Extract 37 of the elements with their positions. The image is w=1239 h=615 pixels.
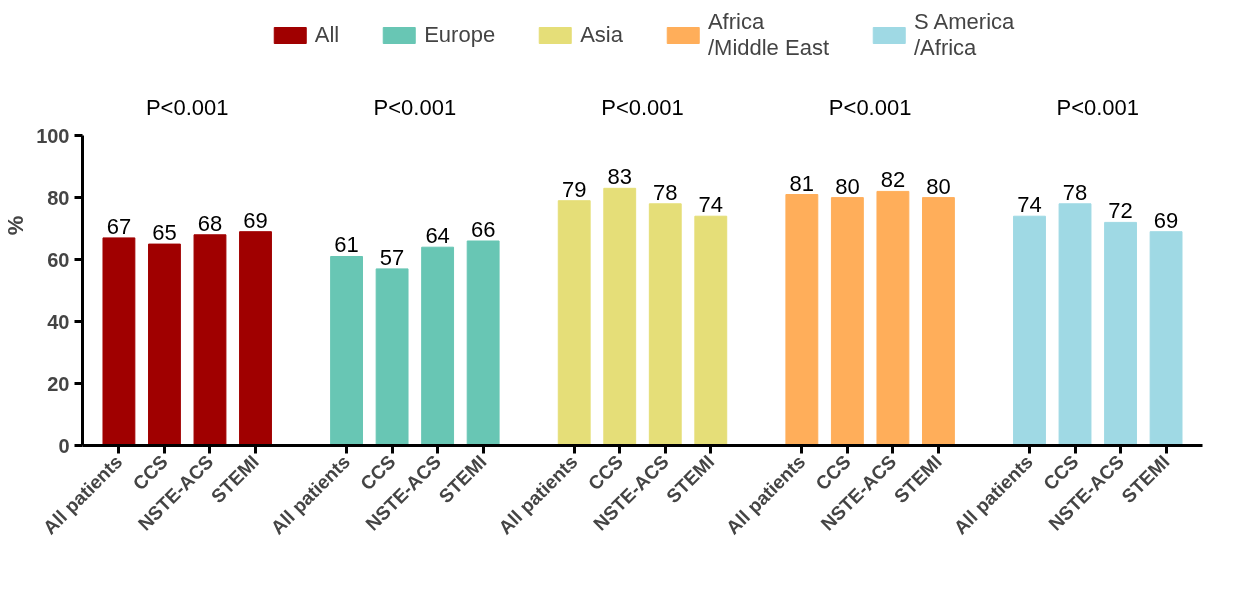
data-label: 82 <box>880 167 906 193</box>
legend-label: Africa /Middle East <box>707 9 829 61</box>
y-axis-title: % <box>3 215 29 236</box>
legend-label: S America /Africa <box>914 9 1015 61</box>
data-label: 69 <box>243 207 268 233</box>
data-label: 57 <box>379 244 405 270</box>
data-label: 67 <box>106 213 132 239</box>
legend-label: All <box>314 21 340 49</box>
data-label: 69 <box>1153 207 1179 233</box>
text: P<0.001 <box>373 95 457 121</box>
y-tick-label: 80 <box>47 186 70 209</box>
data-label: 78 <box>653 179 678 205</box>
data-label: 83 <box>607 164 632 190</box>
data-label: 74 <box>698 192 724 218</box>
data-label: 65 <box>152 220 177 246</box>
y-tick-label: 0 <box>58 434 70 457</box>
y-tick-label: 20 <box>47 372 70 395</box>
text: P<0.001 <box>828 95 912 121</box>
data-label: 74 <box>1017 192 1042 218</box>
data-label: 64 <box>425 223 450 249</box>
data-label: 79 <box>561 176 587 202</box>
y-tick-label: 40 <box>47 310 70 333</box>
data-label: 66 <box>470 216 496 242</box>
text: P<0.001 <box>601 95 684 121</box>
data-label: 80 <box>926 173 951 199</box>
data-label: 72 <box>1108 198 1133 224</box>
data-label: 78 <box>1062 179 1088 205</box>
data-label: 68 <box>197 210 223 236</box>
y-tick-label: 60 <box>47 248 70 271</box>
y-tick-label: 100 <box>36 124 70 147</box>
legend-label: Asia <box>580 21 623 49</box>
legend-label: Europe <box>424 21 496 49</box>
data-label: 61 <box>334 232 359 258</box>
data-label: 80 <box>835 173 860 199</box>
text: P<0.001 <box>145 95 229 121</box>
text: P<0.001 <box>1056 95 1140 121</box>
data-label: 81 <box>789 170 815 196</box>
